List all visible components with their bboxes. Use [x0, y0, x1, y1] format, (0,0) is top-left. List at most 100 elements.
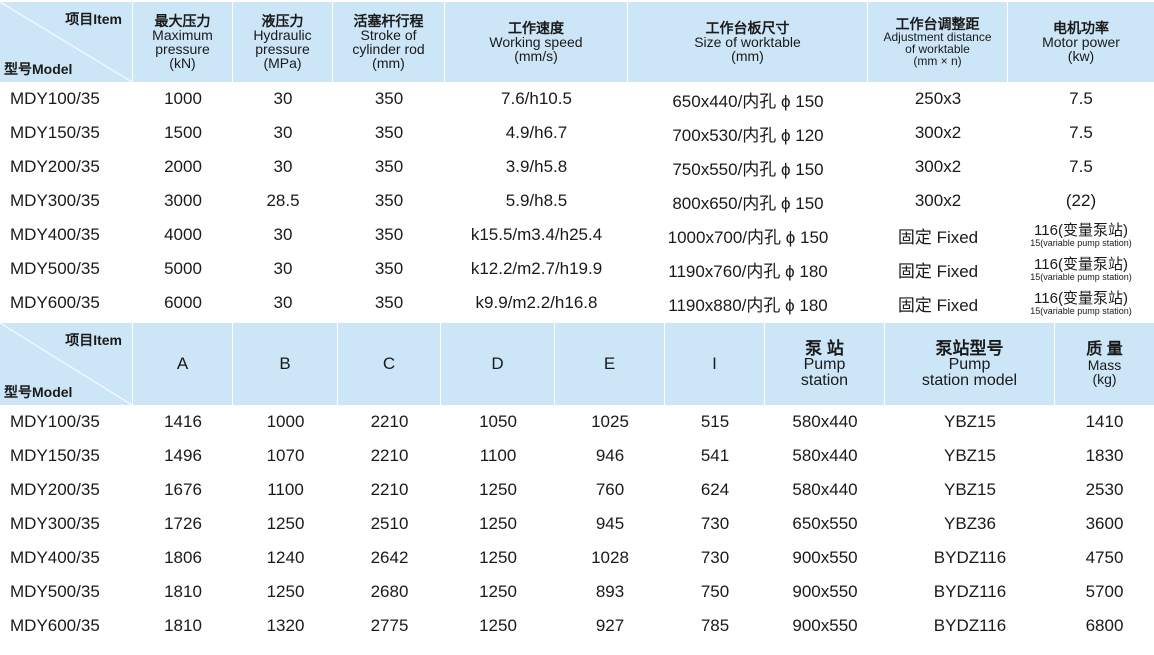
- mass-cell: 1410: [1085, 412, 1124, 431]
- pump-model-cell: YBZ15: [944, 480, 996, 499]
- motor-power-cell: 7.5: [1069, 89, 1093, 108]
- mass-cell: 2530: [1085, 480, 1124, 499]
- a-cell: 1726: [164, 514, 202, 533]
- d-cell: 1100: [479, 446, 517, 465]
- specification-table-main: 项目Item 型号Model 最大压力 Maximum pressure (kN…: [0, 2, 1154, 320]
- working-speed-cell: 3.9/h5.8: [505, 157, 568, 176]
- b-cell: 1320: [266, 616, 305, 635]
- model-cell: MDY400/35: [10, 225, 100, 244]
- motor-power-cell: 116(变量泵站) 15(variable pump station): [1030, 255, 1132, 282]
- max-pressure-cell: 1500: [164, 123, 202, 142]
- hydraulic-pressure-cell: 30: [273, 259, 293, 278]
- stroke-cell: 350: [374, 157, 404, 176]
- pump-station-cell: 580x440: [792, 446, 858, 465]
- model-cell: MDY600/35: [10, 293, 100, 312]
- pump-model-cell: BYDZ116: [933, 582, 1007, 601]
- header-pump-station-model: 泵站型号 Pump station model: [885, 323, 1055, 405]
- d-cell: 1250: [479, 616, 517, 635]
- table-row: MDY400/35 1806 1240 2642 1250 1028 730 9…: [0, 541, 1154, 575]
- hydraulic-pressure-cell: 28.5: [266, 191, 300, 210]
- hydraulic-pressure-cell: 30: [273, 157, 293, 176]
- mass-cell: 6800: [1085, 616, 1124, 635]
- b-cell: 1000: [266, 412, 305, 431]
- stroke-cell: 350: [374, 123, 404, 142]
- header-adjustment-distance: 工作台调整距 Adjustment distance of worktable …: [868, 2, 1008, 82]
- adjustment-distance-cell: 300x2: [914, 157, 962, 176]
- c-cell: 2210: [370, 480, 409, 499]
- table-row: MDY150/35 1496 1070 2210 1100 946 541 58…: [0, 439, 1154, 473]
- table-row: MDY100/35 1000 30 350 7.6/h10.5 650x440/…: [0, 82, 1154, 116]
- d-cell: 1250: [479, 548, 517, 567]
- d-cell: 1250: [479, 480, 517, 499]
- pump-station-cell: 900x550: [792, 548, 858, 567]
- c-cell: 2210: [370, 446, 409, 465]
- model-cell: MDY400/35: [10, 548, 100, 567]
- header-a: A: [133, 323, 233, 405]
- c-cell: 2642: [370, 548, 409, 567]
- motor-power-cell: 7.5: [1069, 157, 1093, 176]
- hydraulic-pressure-cell: 30: [273, 123, 293, 142]
- a-cell: 1496: [164, 446, 202, 465]
- i-cell: 730: [700, 514, 730, 533]
- i-cell: 730: [700, 548, 730, 567]
- header-hydraulic-pressure: 液压力 Hydraulic pressure (MPa): [233, 2, 333, 82]
- d-cell: 1250: [479, 514, 517, 533]
- pump-station-cell: 900x550: [792, 616, 858, 635]
- mass-cell: 4750: [1085, 548, 1124, 567]
- max-pressure-cell: 6000: [164, 293, 202, 312]
- working-speed-cell: k12.2/m2.7/h19.9: [470, 259, 603, 278]
- mass-cell: 3600: [1085, 514, 1124, 533]
- max-pressure-cell: 1000: [164, 89, 202, 108]
- adjustment-distance-cell: 300x2: [914, 191, 962, 210]
- header-pump-station: 泵 站 Pump station: [765, 323, 885, 405]
- max-pressure-cell: 5000: [164, 259, 202, 278]
- pump-model-cell: YBZ15: [944, 412, 996, 431]
- b-cell: 1240: [266, 548, 305, 567]
- model-cell: MDY100/35: [10, 89, 100, 108]
- adjustment-distance-cell: 300x2: [914, 123, 962, 142]
- adjustment-distance-cell: 固定 Fixed: [897, 227, 979, 247]
- header-worktable-size: 工作台板尺寸 Size of worktable (mm): [628, 2, 868, 82]
- stroke-cell: 350: [374, 225, 404, 244]
- stroke-cell: 350: [374, 89, 404, 108]
- working-speed-cell: k9.9/m2.2/h16.8: [475, 293, 598, 312]
- header-c: C: [338, 323, 441, 405]
- model-cell: MDY200/35: [10, 157, 100, 176]
- i-cell: 515: [700, 412, 730, 431]
- model-cell: MDY150/35: [10, 446, 100, 465]
- header-stroke: 活塞杆行程 Stroke of cylinder rod (mm): [333, 2, 445, 82]
- model-cell: MDY300/35: [10, 514, 100, 533]
- pump-model-cell: BYDZ116: [933, 616, 1007, 635]
- table-row: MDY200/35 2000 30 350 3.9/h5.8 750x550/内…: [0, 150, 1154, 184]
- max-pressure-cell: 2000: [164, 157, 202, 176]
- e-cell: 1025: [591, 412, 629, 431]
- i-cell: 541: [700, 446, 730, 465]
- c-cell: 2680: [370, 582, 409, 601]
- model-label: 型号Model: [4, 61, 73, 77]
- header-mass: 质 量 Mass (kg): [1055, 323, 1154, 405]
- table-row: MDY200/35 1676 1100 2210 1250 760 624 58…: [0, 473, 1154, 507]
- table-row: MDY600/35 6000 30 350 k9.9/m2.2/h16.8 11…: [0, 286, 1154, 320]
- b-cell: 1070: [266, 446, 305, 465]
- header-i: I: [665, 323, 765, 405]
- b-cell: 1100: [267, 480, 304, 499]
- item-model-corner-header: 项目Item 型号Model: [0, 323, 133, 405]
- model-cell: MDY500/35: [10, 582, 100, 601]
- table-row: MDY400/35 4000 30 350 k15.5/m3.4/h25.4 1…: [0, 218, 1154, 252]
- working-speed-cell: k15.5/m3.4/h25.4: [470, 225, 603, 244]
- header-d: D: [441, 323, 555, 405]
- e-cell: 893: [595, 582, 625, 601]
- motor-power-cell: 116(变量泵站) 15(variable pump station): [1030, 221, 1132, 248]
- worktable-size-cell: 1000x700/内孔 ϕ 150: [667, 227, 829, 247]
- i-cell: 785: [700, 616, 730, 635]
- pump-model-cell: YBZ36: [944, 514, 996, 533]
- worktable-size-cell: 700x530/内孔 ϕ 120: [672, 125, 824, 145]
- e-cell: 760: [595, 480, 625, 499]
- c-cell: 2210: [370, 412, 409, 431]
- adjustment-distance-cell: 固定 Fixed: [897, 261, 979, 281]
- motor-power-cell: 116(变量泵站) 15(variable pump station): [1030, 289, 1132, 316]
- pump-station-cell: 580x440: [792, 412, 858, 431]
- model-cell: MDY600/35: [10, 616, 100, 635]
- max-pressure-cell: 4000: [164, 225, 202, 244]
- table2-header-row: 项目Item 型号Model A B C D E I 泵 站 Pump stat…: [0, 323, 1154, 405]
